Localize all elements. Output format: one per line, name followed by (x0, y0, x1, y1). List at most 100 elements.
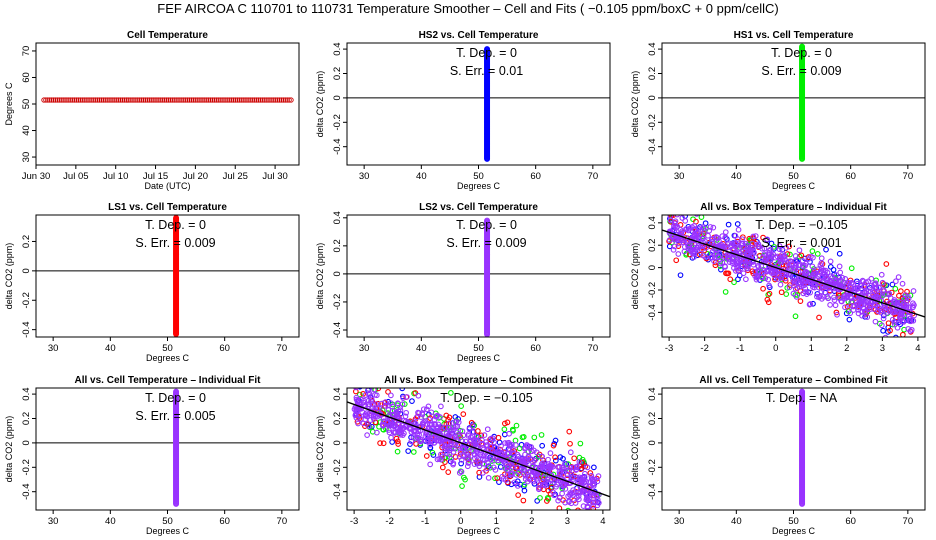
data-point (872, 280, 879, 287)
data-point (255, 97, 262, 103)
data-point (584, 464, 591, 471)
data-point (790, 290, 797, 297)
data-point (480, 470, 486, 476)
data-point (591, 513, 596, 518)
data-point (878, 322, 885, 329)
data-point (108, 97, 114, 103)
data-point (378, 400, 385, 407)
data-point (566, 499, 572, 505)
data-point (173, 388, 180, 395)
data-point (584, 495, 590, 502)
data-point (900, 331, 906, 337)
data-point (782, 277, 789, 284)
data-point (373, 401, 380, 407)
data-point (119, 97, 126, 103)
fit-annotation: T. Dep. = 0 (145, 218, 206, 232)
data-point (142, 97, 149, 103)
data-point (708, 236, 715, 243)
plot-frame (346, 214, 611, 338)
data-point (786, 284, 793, 291)
data-point (592, 515, 597, 520)
data-point (116, 97, 122, 103)
y-tick-label: -0.2 (332, 114, 343, 130)
data-point (410, 419, 417, 426)
x-tick-label: -2 (700, 343, 708, 354)
data-point (796, 247, 803, 254)
y-tick-label: -0.2 (21, 292, 32, 308)
data-point (533, 449, 540, 456)
data-point (372, 392, 378, 398)
data-point (427, 444, 434, 451)
data-point (358, 375, 363, 380)
data-point (154, 97, 160, 103)
y-tick-label: 0 (332, 440, 343, 445)
data-point (487, 464, 493, 471)
data-point (445, 469, 452, 475)
fit-annotation: T. Dep. = −0.105 (755, 218, 847, 232)
data-point (740, 270, 747, 277)
data-point (415, 392, 422, 399)
data-point (777, 281, 784, 288)
data-point (471, 461, 478, 467)
data-point (555, 464, 561, 470)
data-point (562, 485, 569, 492)
data-point (204, 97, 210, 103)
panel-p9: All vs. Cell Temperature – Combined Fit 3… (630, 375, 926, 536)
data-point (422, 433, 429, 440)
data-point (749, 240, 756, 247)
fit-line (347, 401, 610, 498)
plot-frame (661, 214, 926, 338)
data-point (574, 494, 580, 501)
x-tick-label: 2 (844, 343, 849, 354)
data-point (439, 464, 446, 471)
data-point (121, 97, 128, 103)
y-tick-label: 0.2 (332, 412, 343, 425)
data-point (427, 435, 433, 441)
data-point (485, 474, 492, 481)
y-tick-label: 0 (647, 95, 658, 100)
data-point (891, 321, 898, 328)
data-point (842, 292, 849, 299)
data-point (94, 97, 101, 103)
fit-annotation: S. Err. = 0.009 (135, 236, 215, 250)
data-point (772, 270, 778, 277)
data-point (356, 391, 363, 398)
data-point (509, 530, 514, 535)
data-point (450, 461, 456, 468)
data-point (555, 497, 561, 504)
data-point (855, 310, 862, 317)
fit-annotation: S. Err. = 0.009 (761, 64, 841, 78)
plot-frame (35, 42, 300, 166)
main-title: FEF AIRCOA C 110701 to 110731 Temperatur… (157, 1, 779, 16)
data-point (562, 499, 568, 506)
x-tick-label: 30 (48, 516, 59, 527)
data-point (544, 476, 551, 483)
data-point (681, 243, 688, 250)
data-point (194, 97, 200, 103)
data-point (412, 390, 419, 396)
data-point (827, 263, 834, 270)
data-point (404, 394, 410, 400)
data-point (360, 420, 367, 427)
data-point (783, 244, 790, 251)
data-point (137, 97, 143, 103)
data-point (131, 97, 137, 103)
data-point (759, 245, 766, 252)
data-point (476, 469, 483, 476)
data-point (48, 97, 55, 103)
data-point (859, 298, 866, 305)
data-point (806, 301, 813, 308)
data-point (567, 464, 574, 471)
x-tick-label: 60 (219, 343, 230, 354)
data-point (722, 229, 729, 236)
x-tick-label: -3 (665, 343, 673, 354)
data-point (530, 469, 537, 476)
data-point (792, 285, 799, 292)
plot-area (347, 217, 610, 337)
data-point (206, 97, 212, 103)
x-tick-label: 0 (458, 516, 463, 527)
data-point (395, 441, 401, 447)
data-point (847, 310, 854, 316)
y-tick-label: -0.2 (21, 459, 32, 475)
data-point (833, 272, 840, 278)
